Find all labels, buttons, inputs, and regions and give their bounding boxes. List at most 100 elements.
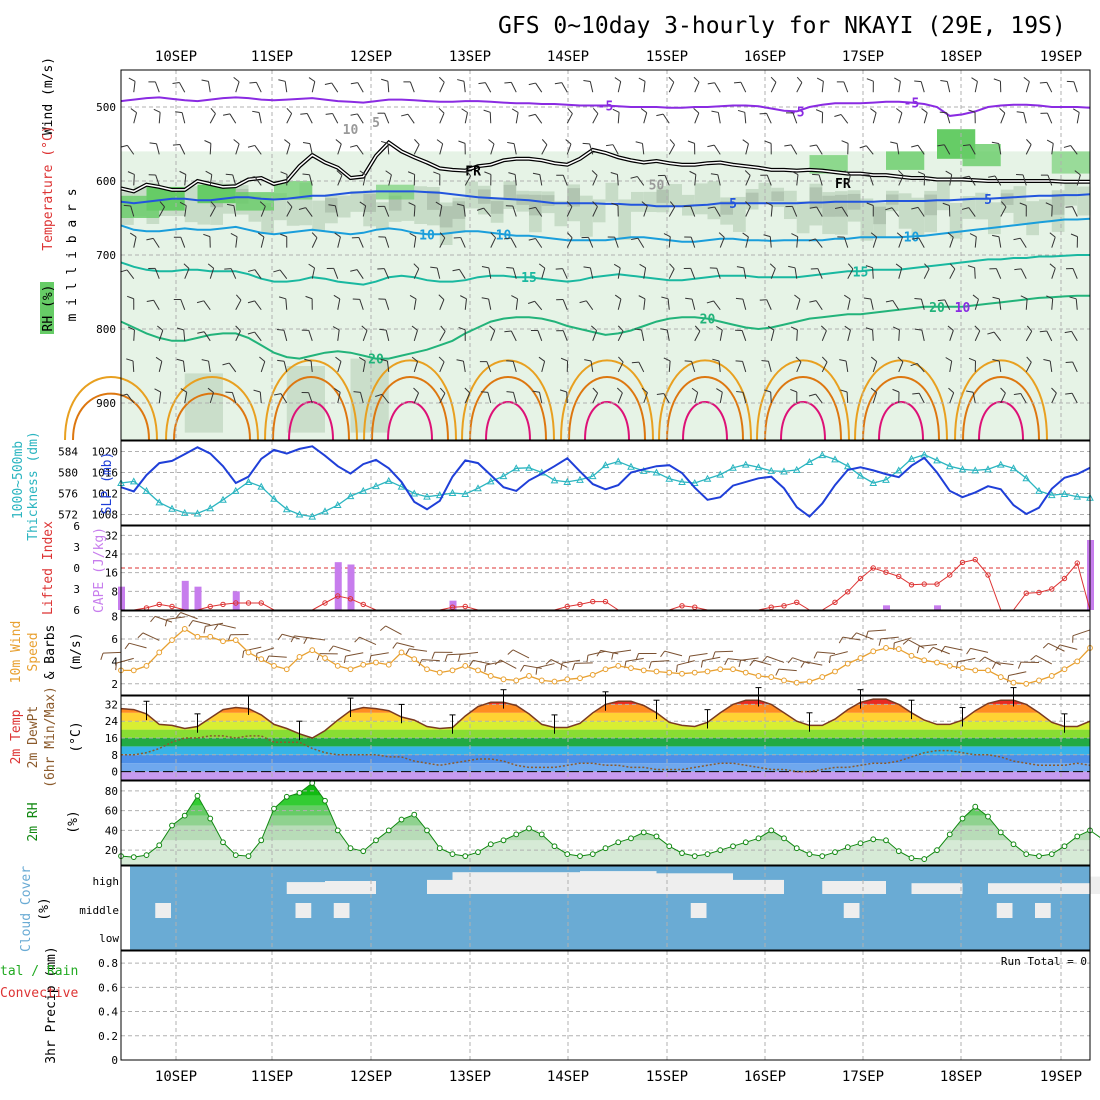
rh2m-point — [640, 829, 647, 836]
wind-barb-flag — [433, 171, 441, 175]
rh-shade-cell — [1026, 151, 1040, 440]
wind-barb — [923, 112, 928, 124]
wind-barb-flag — [506, 391, 514, 393]
wind-barb — [562, 330, 568, 342]
wind-barb — [974, 81, 978, 93]
rh-shade-cell — [567, 188, 581, 207]
wind-barb-flag — [203, 626, 206, 634]
wind-barb-flag — [247, 331, 255, 335]
wind-barb-flag — [870, 356, 878, 362]
wind-barb-flag — [866, 78, 874, 82]
wind-barb — [332, 113, 339, 124]
slp-frame — [120, 440, 1091, 526]
wind-barb — [152, 238, 160, 248]
wind-barb — [714, 206, 721, 217]
li-point — [934, 581, 940, 587]
chart-title: GFS 0~10day 3-hourly for NKAYI (29E, 19S… — [498, 13, 1066, 39]
wind-barb — [694, 112, 700, 124]
rh2m-point — [181, 812, 188, 819]
wind-barb-flag — [820, 325, 827, 332]
thickness-point — [716, 470, 725, 478]
thickness-point — [767, 466, 776, 474]
wind-barb — [413, 361, 419, 373]
thickness-point — [461, 489, 470, 498]
wind-barb — [537, 330, 543, 342]
wind-barb-flag — [1046, 139, 1054, 144]
thickness-point — [971, 466, 980, 474]
wind-barb — [694, 174, 697, 186]
thickness-point — [780, 467, 788, 475]
wind-barb-flag — [325, 113, 333, 115]
wind-barb-flag — [179, 170, 187, 175]
rh2m-point — [615, 839, 622, 846]
wind-barb-flag — [201, 359, 209, 362]
wind-barb-flag — [844, 170, 851, 176]
wind-barb — [512, 361, 517, 373]
rh2m-point — [921, 856, 928, 862]
wind-barb-flag — [640, 108, 648, 114]
wind-barb-flag — [865, 631, 869, 639]
wind-barb — [133, 112, 138, 124]
wind-barb-flag — [638, 77, 646, 82]
li-point — [921, 581, 927, 587]
wind10-point — [755, 673, 762, 679]
wind-barb — [891, 207, 900, 217]
rh-shade-cell — [886, 194, 900, 205]
wind-barb-flag — [567, 107, 573, 114]
li-point — [947, 572, 953, 578]
rh-moist-patch — [235, 192, 274, 211]
wind-barb — [1000, 392, 1006, 404]
warm-isotherm-dome — [954, 359, 1048, 441]
wind-barb — [588, 237, 594, 248]
thickness-point — [308, 512, 317, 520]
temp2m-band — [121, 721, 1090, 730]
wind-barb — [664, 650, 683, 657]
rh-shade-cell — [541, 195, 556, 206]
wind-barb — [994, 175, 1002, 186]
wind-barb-flag — [961, 207, 969, 210]
freezing-level-label: FR — [465, 165, 481, 180]
cape-bar — [181, 580, 189, 610]
wind-barb-flag — [369, 655, 372, 663]
wind-barb-flag — [988, 175, 996, 178]
wind-barb — [932, 646, 950, 655]
thickness-tick-label: 576 — [58, 488, 78, 501]
date-label-top: 13SEP — [449, 49, 491, 65]
wind-barb-flag — [528, 238, 536, 241]
wind-barb — [815, 238, 823, 248]
cape-tick-label: 16 — [105, 567, 118, 580]
wind-barb-flag — [630, 176, 638, 179]
wind-barb-flag — [847, 263, 854, 270]
wind-barb — [719, 392, 723, 404]
wind-barb — [128, 642, 147, 649]
li-point — [245, 600, 252, 606]
wind-barb-flag — [1039, 330, 1047, 333]
wind-barb — [794, 267, 798, 279]
wind-barb-flag — [277, 359, 285, 362]
wind-barb — [766, 175, 772, 186]
wind-barb — [523, 664, 542, 669]
wind-barb-flag — [808, 393, 816, 397]
wind-barb-flag — [409, 232, 417, 238]
wind-barb — [180, 237, 186, 248]
wind-barb — [796, 82, 803, 93]
rh-shade-cell — [745, 151, 760, 440]
wind-barb — [856, 632, 874, 640]
wind-barb-flag — [765, 202, 773, 207]
wind-barb-flag — [736, 390, 744, 393]
wind-barb-flag — [742, 139, 749, 145]
wind-barb-flag — [230, 232, 238, 238]
wind-barb-flag — [1045, 202, 1053, 206]
contour-label: 10 — [419, 228, 435, 243]
wind-barb-flag — [146, 299, 154, 302]
wind-barb — [286, 113, 293, 124]
wind-barb-flag — [213, 623, 219, 631]
wind-barb-flag — [787, 657, 793, 664]
date-label-bottom: 19SEP — [1040, 1069, 1082, 1085]
rh2m-point — [628, 835, 634, 842]
rh2m-point — [1074, 833, 1081, 840]
rh-shade-cell — [949, 202, 964, 239]
li-point — [462, 603, 468, 610]
rh-shade-cell — [745, 192, 760, 203]
rh-shade-cell — [707, 181, 721, 220]
